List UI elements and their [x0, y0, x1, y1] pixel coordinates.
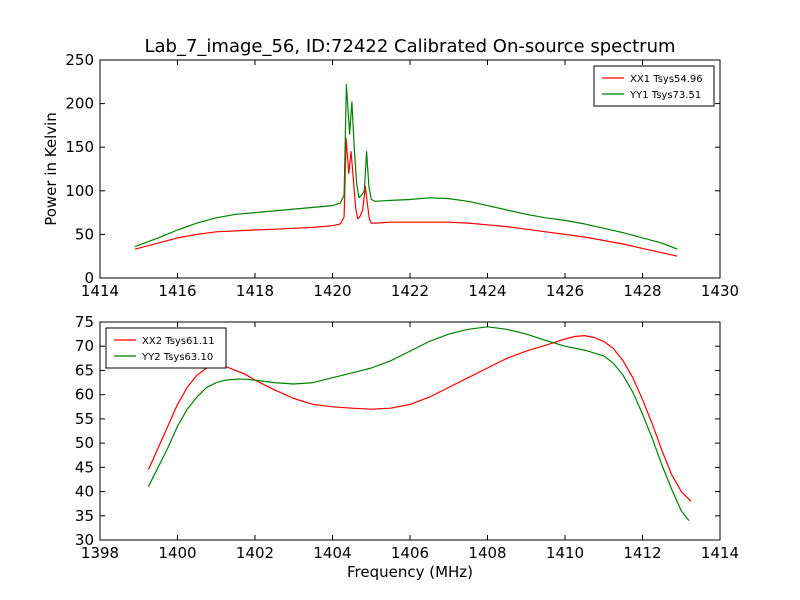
bottom-legend-box	[105, 327, 227, 369]
bottom-plot-panel: 1398 1400 1402 1404 1406 1408 1410 1412 1414 30 35…	[75, 313, 739, 562]
top-legend-label-1: XX1 Tsys54.96	[630, 74, 703, 85]
bottom-x-tick-label: 1410	[546, 544, 584, 562]
top-y-tick-label: 50	[75, 225, 94, 243]
top-x-tick-label: 1426	[546, 282, 584, 300]
bottom-legend-label-2: YY2 Tsys63.10	[141, 352, 213, 363]
bottom-y-tick-label: 75	[75, 313, 94, 331]
top-x-tick-label: 1418	[236, 282, 274, 300]
bottom-y-tick-label: 30	[75, 531, 94, 549]
bottom-series-line-2	[147, 326, 690, 521]
bottom-x-tick-label: 1404	[313, 544, 351, 562]
top-x-tick-label: 1430	[701, 282, 739, 300]
bottom-x-tick-label: 1406	[391, 544, 429, 562]
top-legend: XX1 Tsys54.96 YY1 Tsys73.51	[593, 65, 715, 107]
top-x-tick-label: 1414	[81, 282, 119, 300]
bottom-x-tick-label: 1412	[623, 544, 661, 562]
top-y-tick-label: 150	[65, 138, 94, 156]
top-x-tick-label: 1422	[391, 282, 429, 300]
top-x-tick-label: 1420	[313, 282, 351, 300]
top-x-tick-label: 1428	[623, 282, 661, 300]
top-series-line-1	[134, 137, 678, 257]
bottom-legend: XX2 Tsys61.11 YY2 Tsys63.10	[105, 327, 227, 369]
top-legend-box	[593, 65, 715, 107]
bottom-x-tick-label: 1398	[81, 544, 119, 562]
bottom-x-tick-label: 1408	[468, 544, 506, 562]
top-y-tick-label: 0	[84, 269, 94, 287]
top-y-tick-label: 100	[65, 182, 94, 200]
bottom-y-tick-label: 65	[75, 361, 94, 379]
top-x-tick-label: 1424	[468, 282, 506, 300]
bottom-x-tick-label: 1400	[158, 544, 196, 562]
top-series-line-2	[134, 83, 678, 250]
bottom-x-tick-label: 1402	[236, 544, 274, 562]
top-y-tick-label: 200	[65, 95, 94, 113]
bottom-y-tick-label: 60	[75, 386, 94, 404]
top-y-tick-label: 250	[65, 51, 94, 69]
bottom-x-axis-label: Frequency (MHz)	[347, 563, 473, 581]
bottom-y-tick-label: 55	[75, 410, 94, 428]
top-legend-label-2: YY1 Tsys73.51	[629, 90, 701, 101]
bottom-x-tick-label: 1414	[701, 544, 739, 562]
top-x-tick-label: 1416	[158, 282, 196, 300]
top-y-axis-label: Power in Kelvin	[42, 112, 60, 226]
bottom-y-tick-label: 40	[75, 483, 94, 501]
top-plot-panel: 1414 1416 1418 1420 1422 1424 1426 1428 1430 0 50 1…	[65, 51, 739, 300]
bottom-y-tick-label: 35	[75, 507, 94, 525]
bottom-y-tick-label: 70	[75, 337, 94, 355]
chart-title: Lab_7_image_56, ID:72422 Calibrated On-s…	[144, 36, 675, 57]
bottom-y-tick-label: 50	[75, 434, 94, 452]
bottom-y-tick-label: 45	[75, 458, 94, 476]
bottom-legend-label-1: XX2 Tsys61.11	[142, 336, 215, 347]
